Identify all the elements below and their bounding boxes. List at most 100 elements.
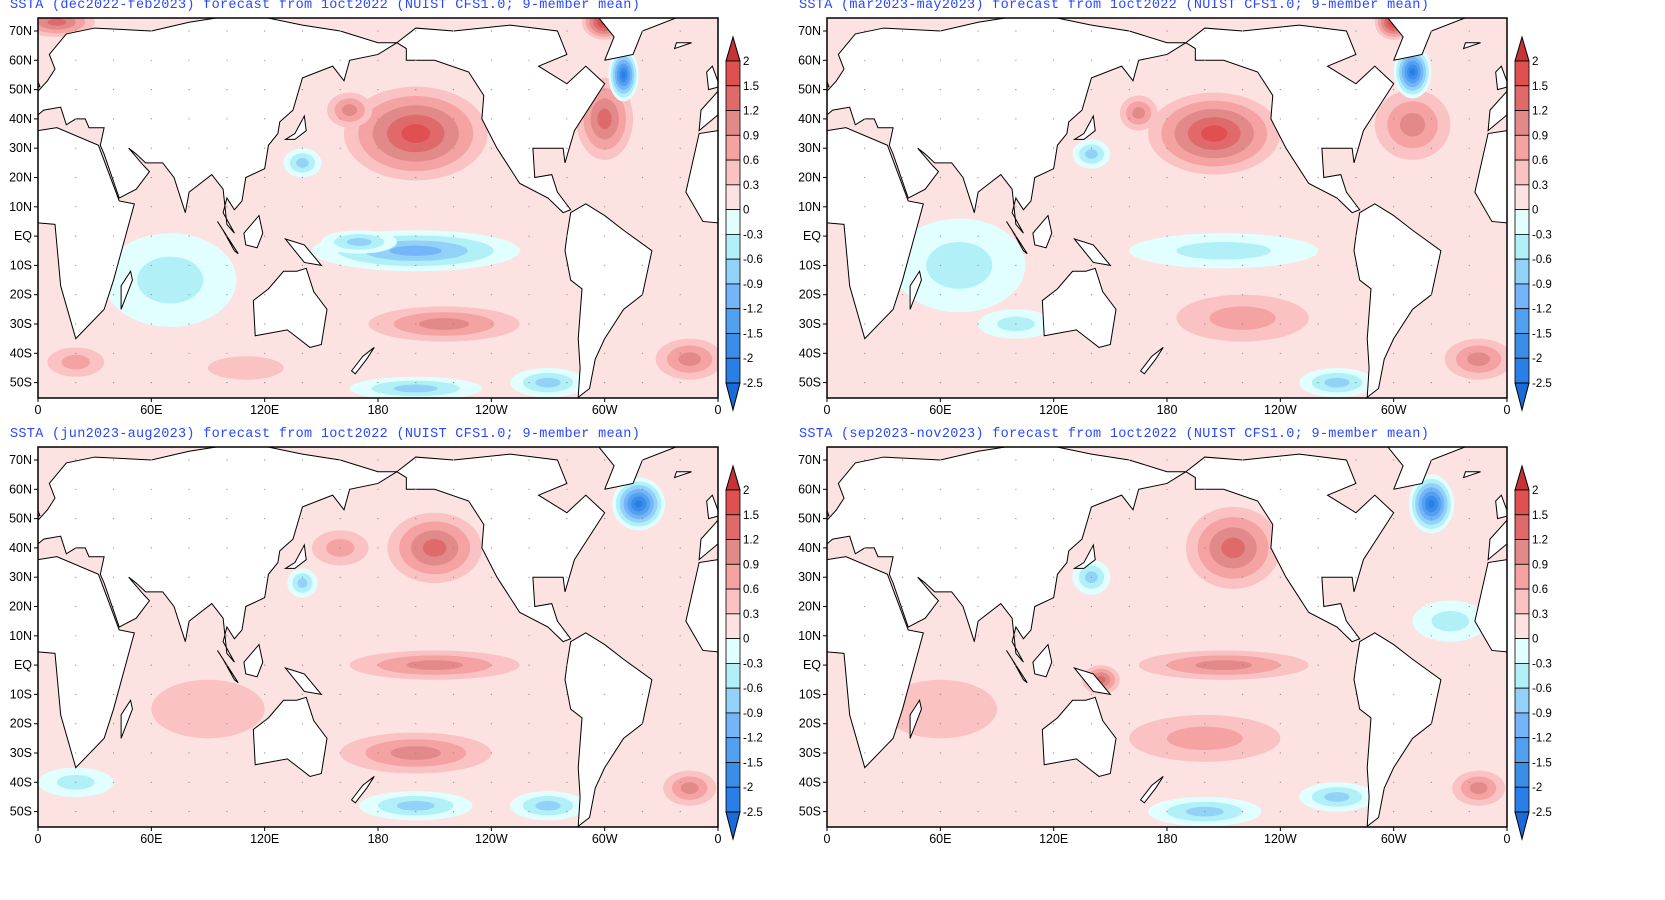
landmass (1462, 42, 1481, 50)
lon-tick-label: 0 (1504, 403, 1511, 417)
landmass (1032, 643, 1053, 678)
lon-tick-label: 180 (368, 832, 389, 846)
lat-tick-label: 10S (10, 687, 32, 701)
anomaly-field (827, 447, 1507, 827)
colorbar-label: -0.3 (1532, 658, 1552, 670)
colorbar-swatch (1514, 539, 1530, 565)
colorbar-swatch (1514, 762, 1530, 788)
colorbar-label: 1.2 (1532, 106, 1548, 118)
colorbar-swatch (725, 588, 741, 615)
lon-tick-label: 120E (250, 403, 279, 417)
lon-tick-label: 60E (929, 832, 951, 846)
anomaly-contour (680, 782, 699, 795)
lat-tick-label: 50N (798, 512, 821, 526)
landmass (1387, 447, 1467, 490)
colorbar-swatch (1514, 134, 1530, 161)
landmass (564, 632, 653, 827)
colorbar-label: 1.5 (1532, 510, 1548, 522)
colorbar-label: -1.5 (743, 328, 763, 340)
lat-tick-label: 20S (799, 717, 821, 731)
anomaly-contour (47, 18, 67, 26)
lon-tick-label: 180 (1157, 832, 1178, 846)
lon-tick-label: 60E (140, 832, 162, 846)
anomaly-contour (1324, 377, 1350, 388)
lat-tick-label: 20N (9, 600, 32, 614)
anomaly-contour (393, 384, 438, 393)
colorbar-label: -1.2 (743, 304, 763, 316)
colorbar-swatch (725, 85, 741, 111)
anomaly-contour (207, 356, 284, 380)
colorbar-label: 0 (1532, 634, 1538, 646)
anomaly-contour (621, 71, 626, 79)
colorbar-label: 0.6 (1532, 155, 1548, 167)
anomaly-contour (61, 354, 90, 370)
anomaly-contour (1209, 306, 1276, 330)
panel-title: SSTA (dec2022-feb2023) forecast from 1oc… (10, 0, 641, 13)
lat-tick-label: 40N (798, 112, 821, 126)
lon-tick-label: 60E (929, 403, 951, 417)
anomaly-contour (1132, 107, 1145, 119)
colorbar-swatch (725, 110, 741, 136)
colorbar-swatch (1514, 563, 1530, 590)
landmass (685, 559, 718, 653)
anomaly-contour (1195, 660, 1253, 670)
lat-tick-label: 30S (10, 746, 32, 760)
colorbar-label: 1.2 (743, 535, 759, 547)
colorbar-swatch (1514, 357, 1530, 384)
landmass (217, 221, 239, 255)
lat-tick-label: 60N (798, 482, 821, 496)
lon-tick-label: 0 (35, 832, 42, 846)
colorbar-swatch (725, 308, 741, 334)
colorbar-label: -0.6 (1532, 254, 1552, 266)
landmass (1072, 543, 1096, 569)
lat-tick-label: 30N (9, 141, 32, 155)
anomaly-contour (1085, 149, 1098, 159)
landmass (673, 42, 692, 50)
landmass (1387, 18, 1467, 61)
lon-tick-label: 60W (1381, 403, 1407, 417)
anomaly-contour (1166, 726, 1243, 751)
colorbar-label: 0.9 (1532, 559, 1548, 571)
lat-tick-label: 10N (798, 200, 821, 214)
lat-tick-label: 60N (9, 53, 32, 67)
panel-title: SSTA (jun2023-aug2023) forecast from 1oc… (10, 427, 641, 442)
colorbar-swatch (725, 333, 741, 359)
lat-tick-label: 70N (798, 24, 821, 38)
lat-tick-label: 10S (799, 687, 821, 701)
colorbar-swatch (725, 489, 741, 516)
landmass (827, 18, 1188, 234)
anomaly-contour (1200, 125, 1228, 142)
colorbar-swatch (725, 613, 741, 640)
lat-tick-label: 70N (9, 453, 32, 467)
colorbar-label: -0.6 (743, 683, 763, 695)
colorbar-label: 0.3 (1532, 180, 1548, 192)
anomaly-contour (346, 238, 372, 246)
landmass (1139, 776, 1164, 804)
landmass (673, 471, 692, 479)
landmass (1487, 519, 1507, 561)
lat-tick-label: 50N (798, 83, 821, 97)
lat-tick-label: 40N (798, 541, 821, 555)
colorbar-swatch (725, 539, 741, 565)
landmass (1495, 65, 1507, 91)
colorbar-swatch (725, 134, 741, 161)
lat-tick-label: 10N (798, 629, 821, 643)
colorbar-swatch (1514, 588, 1530, 615)
colorbar: 2 1.5 1.2 0.9 0.6 0.3 0 -0.3 -0.6 -0.9 -1.2 -1.5 -2 -… (1514, 464, 1552, 841)
colorbar-max-triangle (725, 35, 741, 62)
colorbar-label: -2 (743, 353, 753, 365)
colorbar-swatch (725, 184, 741, 211)
colorbar-label: -1.2 (1532, 304, 1552, 316)
colorbar-swatch (725, 762, 741, 788)
lon-tick-label: 0 (1504, 832, 1511, 846)
anomaly-contour (1221, 537, 1245, 559)
lat-tick-label: 20N (798, 600, 821, 614)
lat-tick-label: 40N (9, 541, 32, 555)
anomaly-contour (406, 660, 464, 670)
colorbar-swatch (725, 357, 741, 384)
colorbar-swatch (1514, 514, 1530, 540)
colorbar-label: -0.9 (1532, 279, 1552, 291)
anomaly-contour (1176, 241, 1271, 260)
landmass (598, 18, 678, 61)
colorbar-swatch (1514, 613, 1530, 640)
